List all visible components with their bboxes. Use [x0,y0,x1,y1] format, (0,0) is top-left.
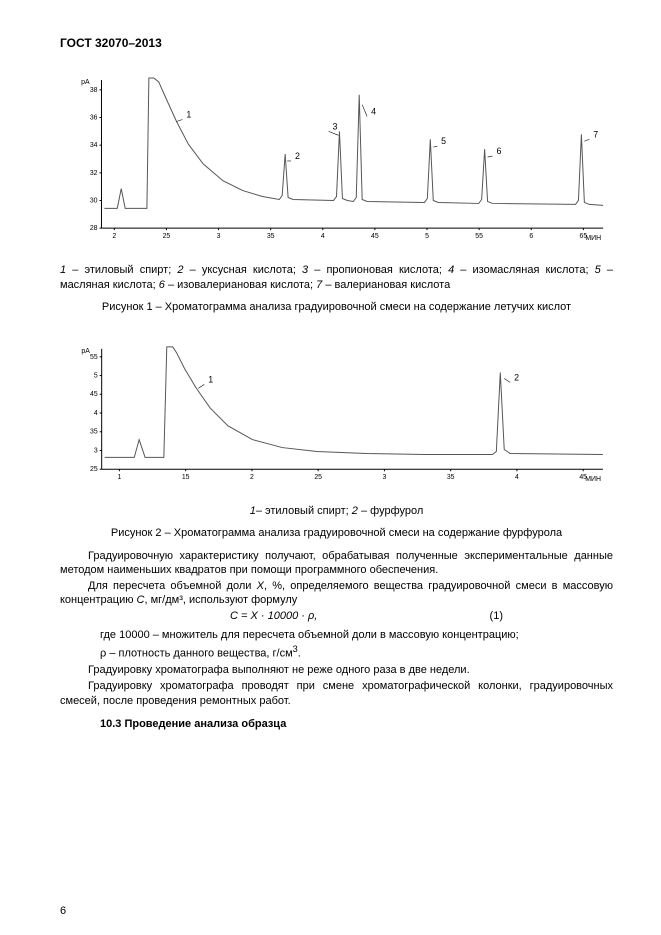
svg-text:4: 4 [94,410,98,417]
svg-text:36: 36 [90,115,98,122]
svg-text:3: 3 [217,233,221,240]
svg-text:35: 35 [447,474,455,481]
formula-number: (1) [490,610,503,622]
chart-2-legend: 1– этиловый спирт; 2 – фурфурол [60,504,613,519]
svg-text:35: 35 [267,233,275,240]
svg-text:1: 1 [208,374,213,384]
paragraph-3: Градуировку хроматографа выполняют не ре… [60,663,613,677]
svg-text:25: 25 [90,466,98,473]
svg-text:1: 1 [118,474,122,481]
svg-text:45: 45 [371,233,379,240]
svg-text:6: 6 [496,146,501,156]
svg-text:5: 5 [441,136,446,146]
page-number: 6 [60,905,66,917]
paragraph-1: Градуировочную характеристику получают, … [60,549,613,578]
formula-text: С = Х · 10000 · ρ, [230,610,317,622]
where-line-2: ρ – плотность данного вещества, г/см3. [60,644,613,661]
svg-text:6: 6 [529,233,533,240]
svg-text:34: 34 [90,142,98,149]
svg-text:3: 3 [383,474,387,481]
svg-text:15: 15 [182,474,190,481]
svg-text:2: 2 [514,372,519,382]
svg-text:4: 4 [515,474,519,481]
svg-text:3: 3 [94,447,98,454]
svg-text:pA: pA [81,348,90,355]
text: , мг/дм³, используют формулу [144,594,297,606]
chart-2-caption: Рисунок 2 – Хроматограмма анализа градуи… [60,527,613,539]
svg-text:25: 25 [163,233,171,240]
paragraph-2: Для пересчета объемной доли X, %, опреде… [60,579,613,608]
svg-text:МИН: МИН [585,476,601,483]
where-line-1: где 10000 – множитель для пересчета объе… [60,628,613,642]
paragraph-4: Градуировку хроматографа проводят при см… [60,679,613,708]
svg-text:pA: pA [81,79,90,86]
text: ρ – плотность данного вещества, г/см [100,648,293,660]
svg-text:32: 32 [90,170,98,177]
svg-text:30: 30 [90,197,98,204]
svg-text:55: 55 [475,233,483,240]
svg-text:45: 45 [90,391,98,398]
svg-text:МИН: МИН [585,235,601,242]
svg-text:3: 3 [333,121,338,131]
svg-text:28: 28 [90,225,98,232]
svg-text:2: 2 [112,233,116,240]
svg-text:38: 38 [90,87,98,94]
svg-text:4: 4 [371,107,376,117]
chart-2: 25335445555 115225335445 12 pA МИН [60,341,613,492]
svg-text:2: 2 [295,151,300,161]
formula-1: С = Х · 10000 · ρ, (1) [60,610,613,622]
section-10-3-title: 10.3 Проведение анализа образца [60,718,613,730]
chart-1-caption: Рисунок 1 – Хроматограмма анализа градуи… [60,301,613,313]
svg-text:25: 25 [314,474,322,481]
chart-1-legend: 1 – этиловый спирт; 2 – уксусная кислота… [60,263,613,293]
svg-text:35: 35 [90,428,98,435]
text: . [298,648,301,660]
svg-text:2: 2 [250,474,254,481]
doc-header: ГОСТ 32070–2013 [60,36,613,50]
svg-text:55: 55 [90,353,98,360]
text: Для пересчета объемной доли [88,580,257,592]
chart-1: 283032343638 225335445555665 1234567 pA … [60,70,613,251]
svg-text:1: 1 [186,110,191,120]
svg-text:4: 4 [321,233,325,240]
svg-text:5: 5 [94,372,98,379]
var-x: X [257,580,264,592]
svg-text:5: 5 [425,233,429,240]
svg-text:7: 7 [593,129,598,139]
